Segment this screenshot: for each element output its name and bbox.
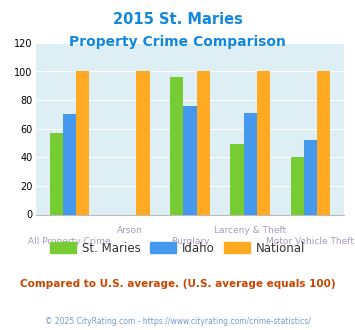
Bar (244, 113, 257, 214)
Text: Compared to U.S. average. (U.S. average equals 100): Compared to U.S. average. (U.S. average … (20, 279, 335, 289)
Bar (183, 106, 197, 214)
Bar (63, 115, 76, 214)
Text: All Property Crime: All Property Crime (28, 237, 111, 246)
Legend: St. Maries, Idaho, National: St. Maries, Idaho, National (45, 237, 310, 259)
Bar (317, 72, 330, 214)
Bar (50, 133, 63, 214)
Text: © 2025 CityRating.com - https://www.cityrating.com/crime-statistics/: © 2025 CityRating.com - https://www.city… (45, 317, 310, 326)
Text: Burglary: Burglary (171, 237, 209, 246)
Bar (257, 72, 270, 214)
Bar (304, 140, 317, 214)
Text: Arson: Arson (117, 226, 143, 235)
Bar (197, 72, 210, 214)
Bar (230, 145, 244, 214)
Bar (76, 72, 89, 214)
Text: 2015 St. Maries: 2015 St. Maries (113, 12, 242, 26)
Bar (290, 157, 304, 214)
Text: Property Crime Comparison: Property Crime Comparison (69, 35, 286, 49)
Text: Larceny & Theft: Larceny & Theft (214, 226, 286, 235)
Text: Motor Vehicle Theft: Motor Vehicle Theft (267, 237, 354, 246)
Bar (136, 72, 149, 214)
Bar (170, 77, 183, 214)
